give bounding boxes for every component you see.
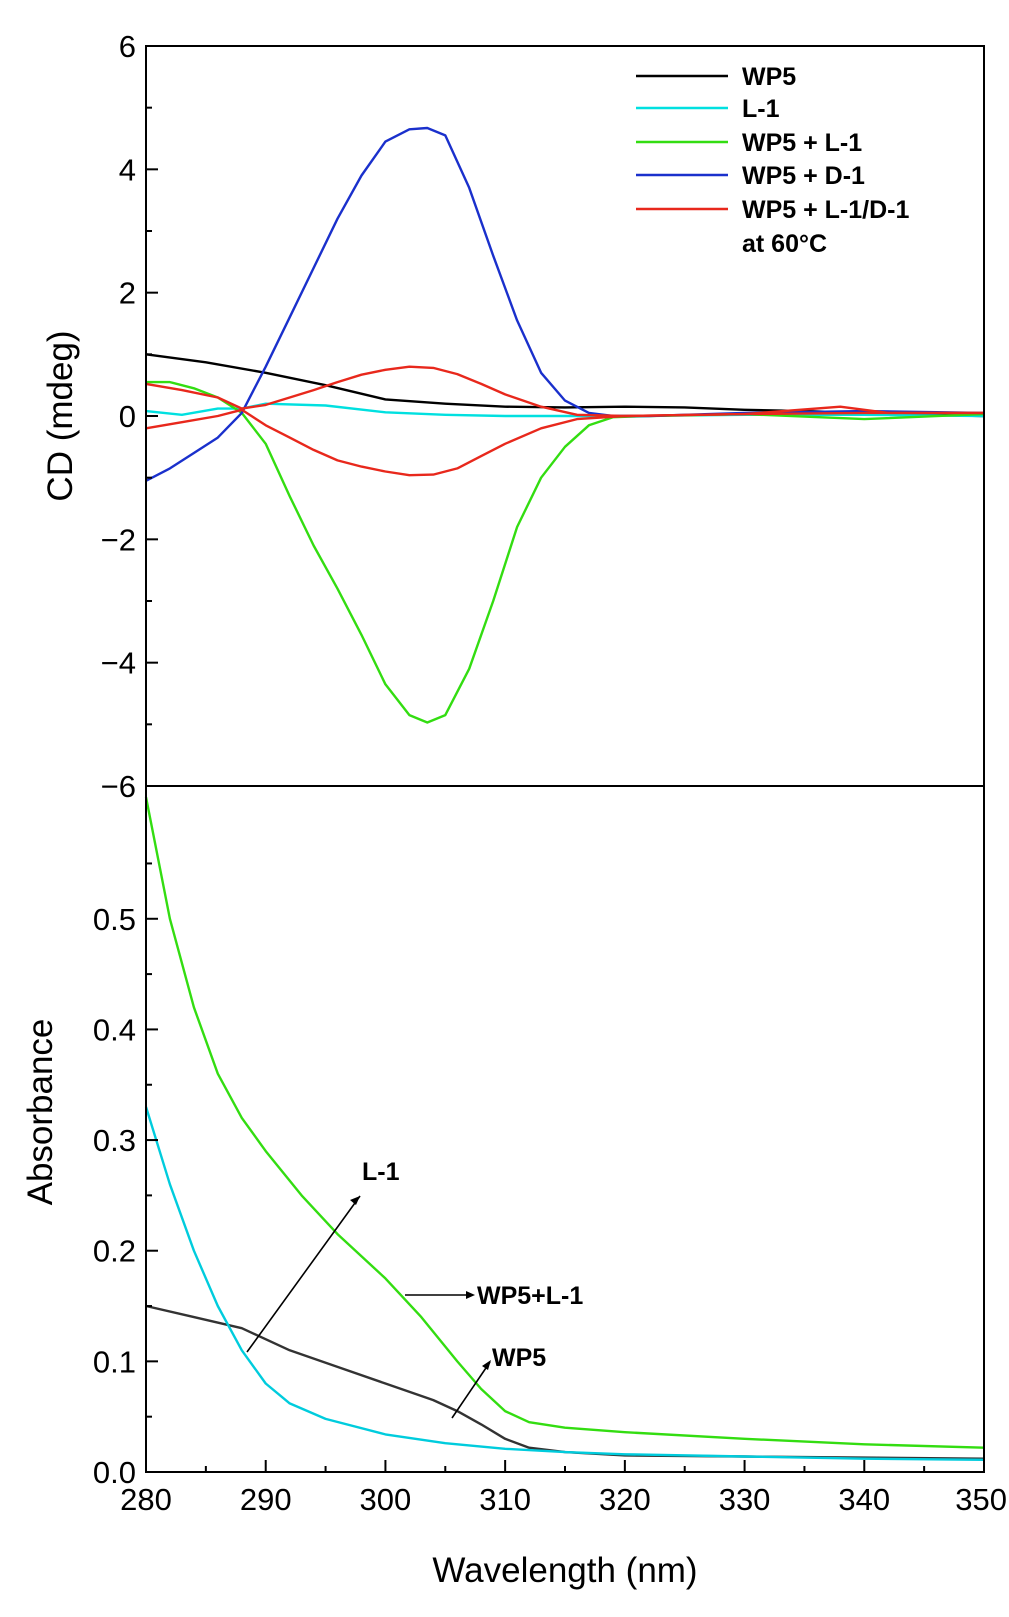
annotation-wp5-arrow-line <box>451 1361 491 1419</box>
cd-ytick-label: 0 <box>119 399 136 434</box>
x-axis: 280 290 300 310 320 330 340 350 <box>120 1460 1007 1517</box>
cd-ytick-label: −4 <box>101 646 136 681</box>
abs-ytick-label: 0.0 <box>93 1455 136 1490</box>
abs-plot-frame <box>145 785 985 1473</box>
cd-panel: −6 −4 −2 0 2 4 6 CD (mdeg) WP5 L-1 WP5 + L-1 WP5 … <box>41 29 985 804</box>
abs-ytick-label: 0.2 <box>93 1234 136 1269</box>
annotation-wp5-label: WP5 <box>492 1344 546 1372</box>
xtick-label: 290 <box>240 1482 292 1517</box>
abs-ylabel: Absorbance <box>21 1019 60 1206</box>
xtick-label: 340 <box>838 1482 890 1517</box>
cd-ylabel: CD (mdeg) <box>41 330 80 501</box>
cd-ytick-label: −6 <box>101 769 136 804</box>
annotation-l1: L-1 <box>246 1158 400 1353</box>
legend-label: L-1 <box>742 95 780 123</box>
xtick-label: 350 <box>955 1482 1007 1517</box>
abs-ytick-label: 0.1 <box>93 1344 136 1379</box>
legend-label: WP5 + D-1 <box>742 162 865 190</box>
annotation-wp5-arrowhead <box>482 1360 491 1370</box>
legend-label: WP5 + L-1 <box>742 129 862 157</box>
abs-series-line-2 <box>144 796 985 1449</box>
abs-ytick-label: 0.4 <box>93 1012 136 1047</box>
cd-ytick-label: −2 <box>101 522 136 557</box>
annotation-wp5: WP5 <box>451 1344 546 1419</box>
abs-xlabel: Wavelength (nm) <box>432 1551 697 1590</box>
abs-y-axis: 0.0 0.1 0.2 0.3 0.4 0.5 <box>93 862 158 1490</box>
xtick-label: 330 <box>719 1482 771 1517</box>
abs-panel: 0.0 0.1 0.2 0.3 0.4 0.5 280 290 300 310 320 330 340… <box>21 785 1007 1590</box>
cd-series-line-2 <box>146 380 985 724</box>
cd-series-line-0 <box>145 353 985 418</box>
legend-label: WP5 <box>742 63 796 91</box>
cd-legend: WP5 L-1 WP5 + L-1 WP5 + D-1 WP5 + L-1/D-1 at … <box>636 63 909 258</box>
cd-series-layer <box>145 126 985 724</box>
xtick-label: 320 <box>599 1482 651 1517</box>
xtick-label: 310 <box>479 1482 531 1517</box>
cd-ytick-label: 4 <box>119 152 136 187</box>
cd-ytick-label: 6 <box>119 29 136 64</box>
annotation-l1-label: L-1 <box>362 1158 400 1186</box>
abs-series-layer <box>144 796 985 1461</box>
annotation-wp5l1: WP5+L-1 <box>405 1282 583 1310</box>
cd-series-line-5 <box>145 408 984 477</box>
abs-series-line-0 <box>145 1304 985 1460</box>
legend-label-line2: at 60°C <box>742 230 827 258</box>
annotation-wp5l1-arrowhead <box>466 1291 475 1299</box>
annotation-l1-arrow-line <box>246 1195 361 1353</box>
annotation-wp5l1-label: WP5+L-1 <box>477 1282 583 1310</box>
cd-y-axis: −6 −4 −2 0 2 4 6 <box>101 29 158 804</box>
abs-ytick-label: 0.3 <box>93 1123 136 1158</box>
cd-ytick-label: 2 <box>119 276 136 311</box>
abs-ytick-label: 0.5 <box>93 902 136 937</box>
annotation-l1-arrowhead <box>350 1196 360 1205</box>
xtick-label: 300 <box>360 1482 412 1517</box>
xtick-label: 280 <box>120 1482 172 1517</box>
legend-label: WP5 + L-1/D-1 <box>742 196 909 224</box>
abs-series-line-1 <box>144 1106 985 1461</box>
